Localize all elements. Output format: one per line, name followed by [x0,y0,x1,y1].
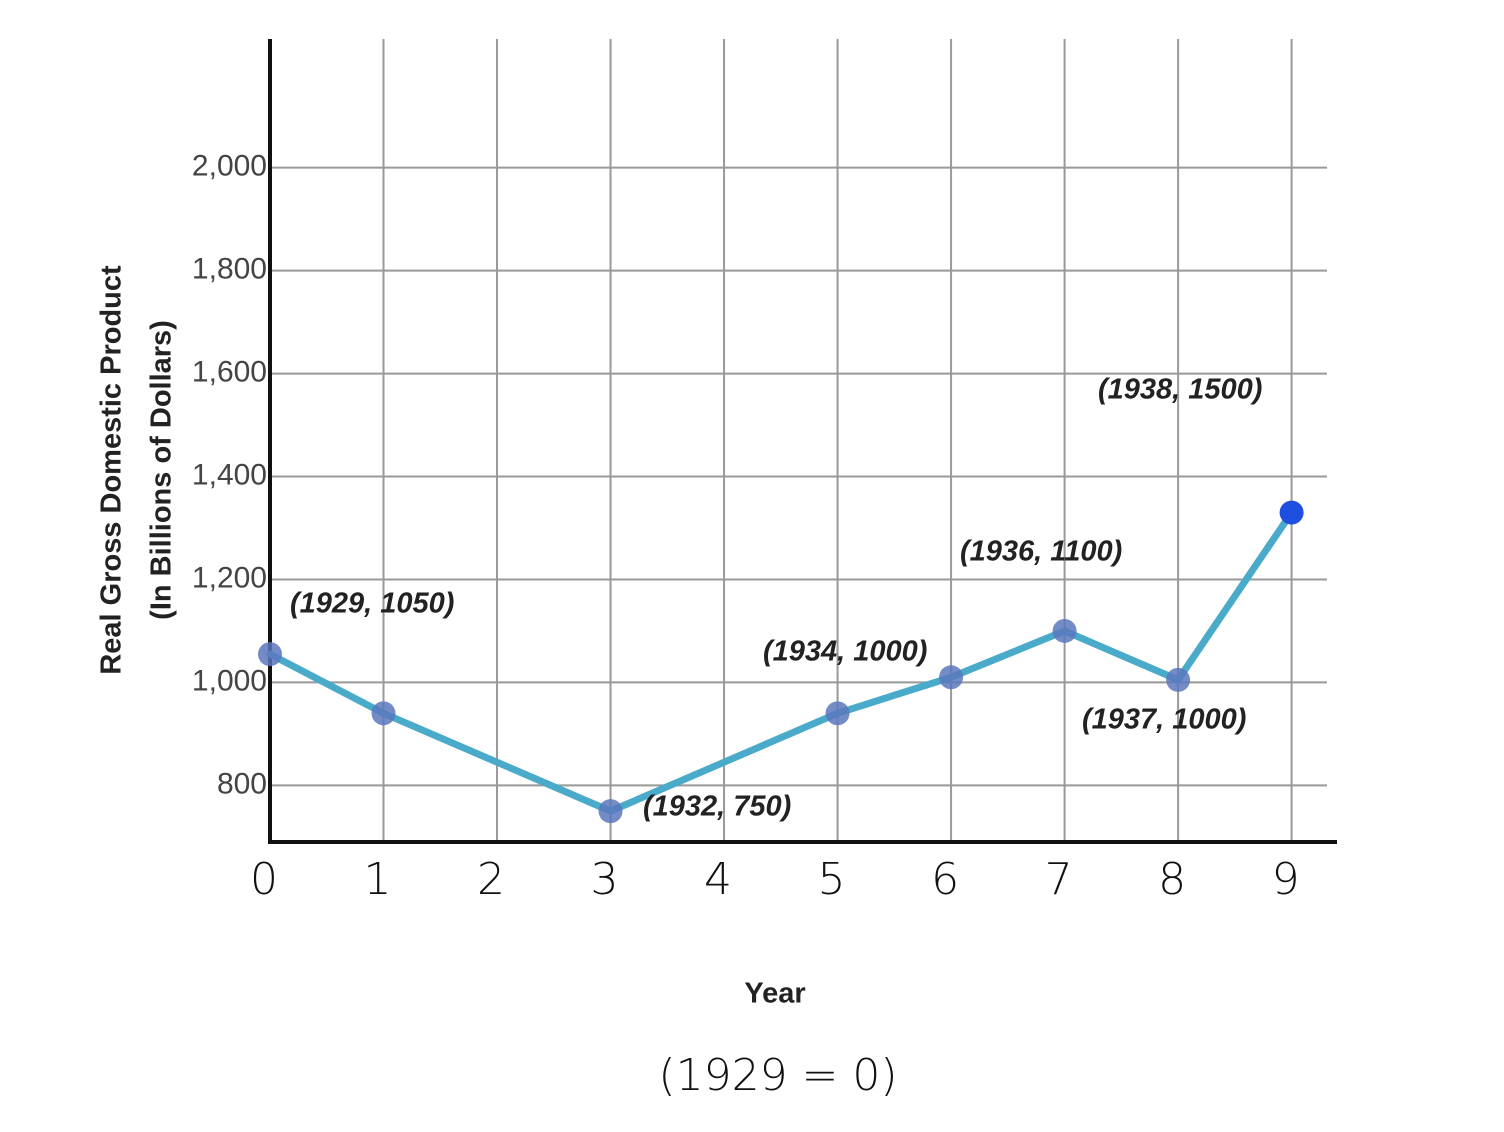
x-tick-label: 7 [1045,854,1073,905]
x-tick-label: 2 [477,854,505,905]
y-tick-label: 800 [217,767,267,800]
y-tick-label: 1,800 [192,253,267,286]
point [825,701,850,726]
line [266,509,1296,815]
y-tick-label: 1,200 [192,561,267,594]
point [1052,618,1077,643]
x-tick-label: 4 [704,854,732,905]
x-tick-label: 0 [250,854,278,905]
x-tick-label: 1 [364,854,392,905]
point [1166,667,1191,692]
point [598,799,623,824]
y-tick-label: 1,400 [192,458,267,491]
point [1279,500,1304,525]
annotation: (1934, 1000) [763,636,927,668]
point [371,701,396,726]
point [258,642,282,667]
y-tick-label: 1,000 [192,664,267,697]
y-axis-label: Real Gross Domestic Product [96,265,128,675]
x-tick-label: 9 [1272,854,1300,905]
y-tick-label: 2,000 [192,150,267,183]
annotation: (1937, 1000) [1082,704,1246,736]
x-tick-label: 3 [591,854,619,905]
annotation: (1932, 750) [643,791,791,823]
x-tick-label: 5 [818,854,846,905]
y-tick-label: 1,600 [192,356,267,389]
annotation: (1938, 1500) [1098,374,1262,406]
x-axis-label: Year [744,978,805,1010]
x-tick-label: 8 [1158,854,1186,905]
y-axis-label: (In Billions of Dollars) [146,320,178,620]
annotation: (1936, 1100) [960,536,1122,568]
annotation: (1929, 1050) [290,588,454,620]
point [939,665,964,690]
note: (1929 = 0) [658,1050,897,1101]
x-tick-label: 6 [931,854,959,905]
